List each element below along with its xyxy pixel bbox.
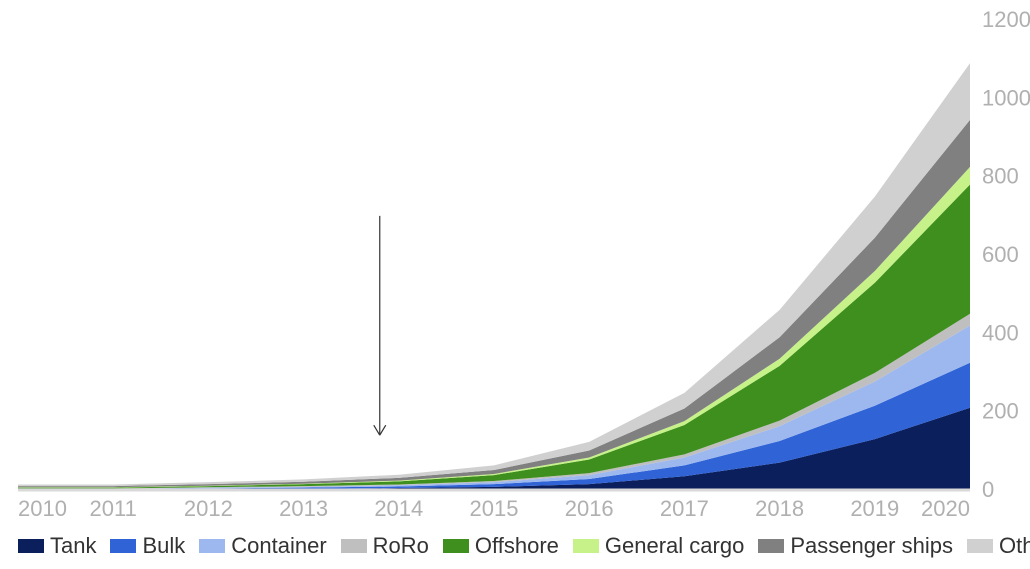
legend-swatch [18,539,44,553]
legend-label: Container [231,533,326,559]
legend-item-passenger: Passenger ships [758,533,953,559]
legend-item-tank: Tank [18,533,96,559]
legend-label: Tank [50,533,96,559]
x-tick-label: 2013 [279,496,328,521]
legend-swatch [110,539,136,553]
y-tick-label: 800 [982,164,1019,189]
y-tick-label: 600 [982,242,1019,267]
y-tick-label: 1000 [982,85,1030,110]
legend-item-general: General cargo [573,533,744,559]
legend-label: Other [999,533,1030,559]
legend-swatch [199,539,225,553]
legend-swatch [573,539,599,553]
x-tick-label: 2012 [184,496,233,521]
stacked-area-chart: 0 200 400 600 800 1000 1200 2010 2011 2012 2013 201… [0,0,1030,569]
legend-label: RoRo [373,533,429,559]
legend-item-offshore: Offshore [443,533,559,559]
legend-label: General cargo [605,533,744,559]
legend-label: Passenger ships [790,533,953,559]
legend-swatch [341,539,367,553]
x-tick-label: 2020 [921,496,970,521]
legend-swatch [443,539,469,553]
legend-item-container: Container [199,533,326,559]
x-tick-label: 2010 [18,496,67,521]
x-tick-label: 2015 [470,496,519,521]
legend-swatch [758,539,784,553]
x-tick-label: 2019 [850,496,899,521]
legend-label: Offshore [475,533,559,559]
x-tick-label: 2014 [374,496,423,521]
legend-item-roro: RoRo [341,533,429,559]
x-tick-label: 2017 [660,496,709,521]
legend-item-other: Other [967,533,1030,559]
y-tick-label: 200 [982,399,1019,424]
x-tick-label: 2011 [90,496,137,521]
legend-item-bulk: Bulk [110,533,185,559]
legend: Tank Bulk Container RoRo Offshore General car… [18,533,1030,559]
chart-container: 0 200 400 600 800 1000 1200 2010 2011 2012 2013 201… [0,0,1030,569]
x-tick-label: 2018 [755,496,804,521]
y-tick-label: 400 [982,320,1019,345]
legend-label: Bulk [142,533,185,559]
legend-swatch [967,539,993,553]
y-tick-label: 0 [982,477,994,502]
y-tick-label: 1200 [982,7,1030,32]
x-tick-label: 2016 [565,496,614,521]
